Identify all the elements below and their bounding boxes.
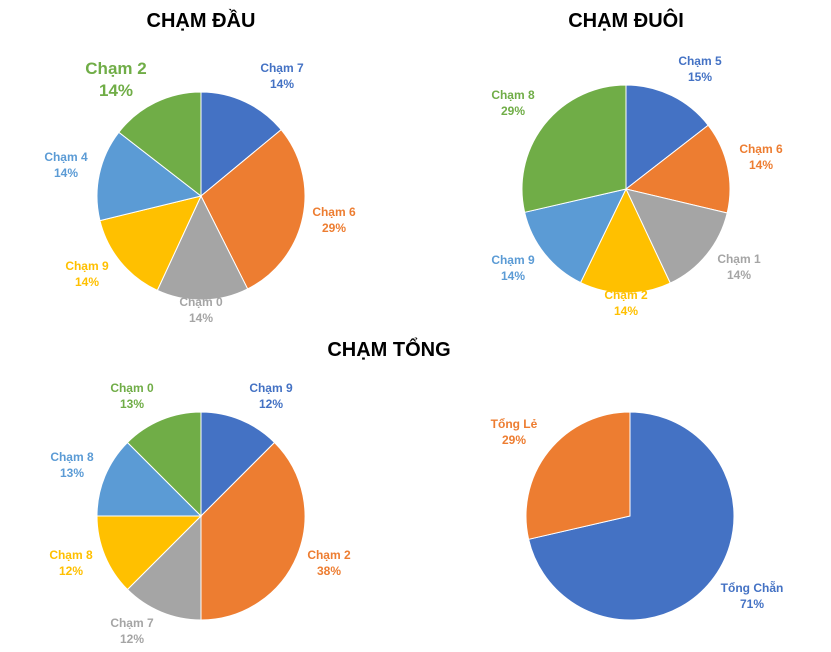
- slice-label-percent: 14%: [727, 268, 751, 282]
- pie-slice: [200, 411, 276, 518]
- slice-label-percent: 15%: [688, 70, 712, 84]
- slice-label-percent: 13%: [120, 397, 144, 411]
- slice-label-percent: 14%: [614, 304, 638, 318]
- slice-label-percent: 29%: [502, 433, 526, 447]
- pie-slice: [126, 411, 202, 518]
- slice-label-name: Chạm 0: [179, 295, 223, 309]
- slice-label-percent: 12%: [259, 397, 283, 411]
- slice-label-name: Chạm 9: [491, 253, 535, 267]
- slice-label-name: Chạm 8: [49, 548, 93, 562]
- slice-label-percent: 71%: [740, 597, 764, 611]
- pie-slice: [96, 131, 203, 222]
- slice-label-name: Chạm 2: [85, 59, 146, 78]
- slice-label-name: Tổng Chẵn: [721, 580, 784, 595]
- slice-label-name: Chạm 1: [717, 252, 761, 266]
- pie-slice: [625, 188, 728, 284]
- pie-slice: [625, 84, 709, 191]
- slice-label-name: Chạm 9: [249, 381, 293, 395]
- pie-slice: [99, 195, 202, 292]
- slice-label-percent: 14%: [54, 166, 78, 180]
- slice-label-name: Chạm 6: [739, 142, 783, 156]
- pie-slice: [200, 129, 306, 290]
- pie-slice: [524, 188, 627, 284]
- pie-slice: [126, 514, 202, 621]
- slice-label-percent: 12%: [120, 632, 144, 646]
- slice-label-name: Chạm 0: [110, 381, 154, 395]
- pie-slice: [200, 91, 282, 198]
- slice-label-percent: 12%: [59, 564, 83, 578]
- slice-label-name: Tổng Lẻ: [491, 417, 538, 431]
- slice-label-name: Chạm 5: [678, 54, 722, 68]
- pie-slice: [96, 515, 203, 591]
- pie-slice: [521, 84, 627, 213]
- slice-label-percent: 14%: [75, 275, 99, 289]
- slice-label-name: Chạm 8: [50, 450, 94, 464]
- slice-label-name: Chạm 6: [312, 205, 356, 219]
- pie-slice: [624, 124, 731, 214]
- slice-label-percent: 14%: [99, 81, 133, 100]
- pie-slice: [579, 187, 671, 294]
- slice-label-percent: 14%: [270, 77, 294, 91]
- slice-label-name: Chạm 7: [260, 61, 304, 75]
- slice-label-percent: 13%: [60, 466, 84, 480]
- pie-chart-1: Chạm 7 14% Chạm 6 29% Chạm 0 14% Chạm 9 14% Chạm…: [44, 59, 356, 325]
- slice-label-percent: 29%: [501, 104, 525, 118]
- pie-chart-3: Chạm 9 12% Chạm 2 38% Chạm 7 12% Chạm 8 12% Chạm…: [49, 381, 351, 646]
- pie-slice: [118, 91, 202, 198]
- chart-title-cham-duoi: CHẠM ĐUÔI: [568, 8, 684, 32]
- slice-label-name: Chạm 8: [491, 88, 535, 102]
- pie-slice: [156, 194, 249, 301]
- pie-chart-4: Tổng Chẵn 71% Tổng Lẻ 29%: [491, 411, 784, 621]
- chart-title-cham-dau: CHẠM ĐẦU: [147, 9, 256, 32]
- slice-label-percent: 29%: [322, 221, 346, 235]
- pie-slice: [96, 441, 203, 517]
- slice-label-name: Chạm 9: [65, 259, 109, 273]
- slice-label-name: Chạm 4: [44, 150, 88, 164]
- slice-label-percent: 14%: [749, 158, 773, 172]
- chart-title-cham-tong: CHẠM TỔNG: [327, 337, 450, 361]
- slice-label-percent: 14%: [501, 269, 525, 283]
- slice-label-name: Chạm 2: [307, 548, 351, 562]
- pie-slice: [200, 441, 306, 621]
- slice-label-name: Chạm 2: [604, 288, 648, 302]
- pie-chart-2: Chạm 5 15% Chạm 6 14% Chạm 1 14% Chạm 2 14% Chạm…: [491, 54, 783, 318]
- pie-slice: [525, 411, 631, 540]
- slice-label-name: Chạm 7: [110, 616, 154, 630]
- slice-label-percent: 38%: [317, 564, 341, 578]
- slice-label-percent: 14%: [189, 311, 213, 325]
- pie-slice: [528, 411, 735, 621]
